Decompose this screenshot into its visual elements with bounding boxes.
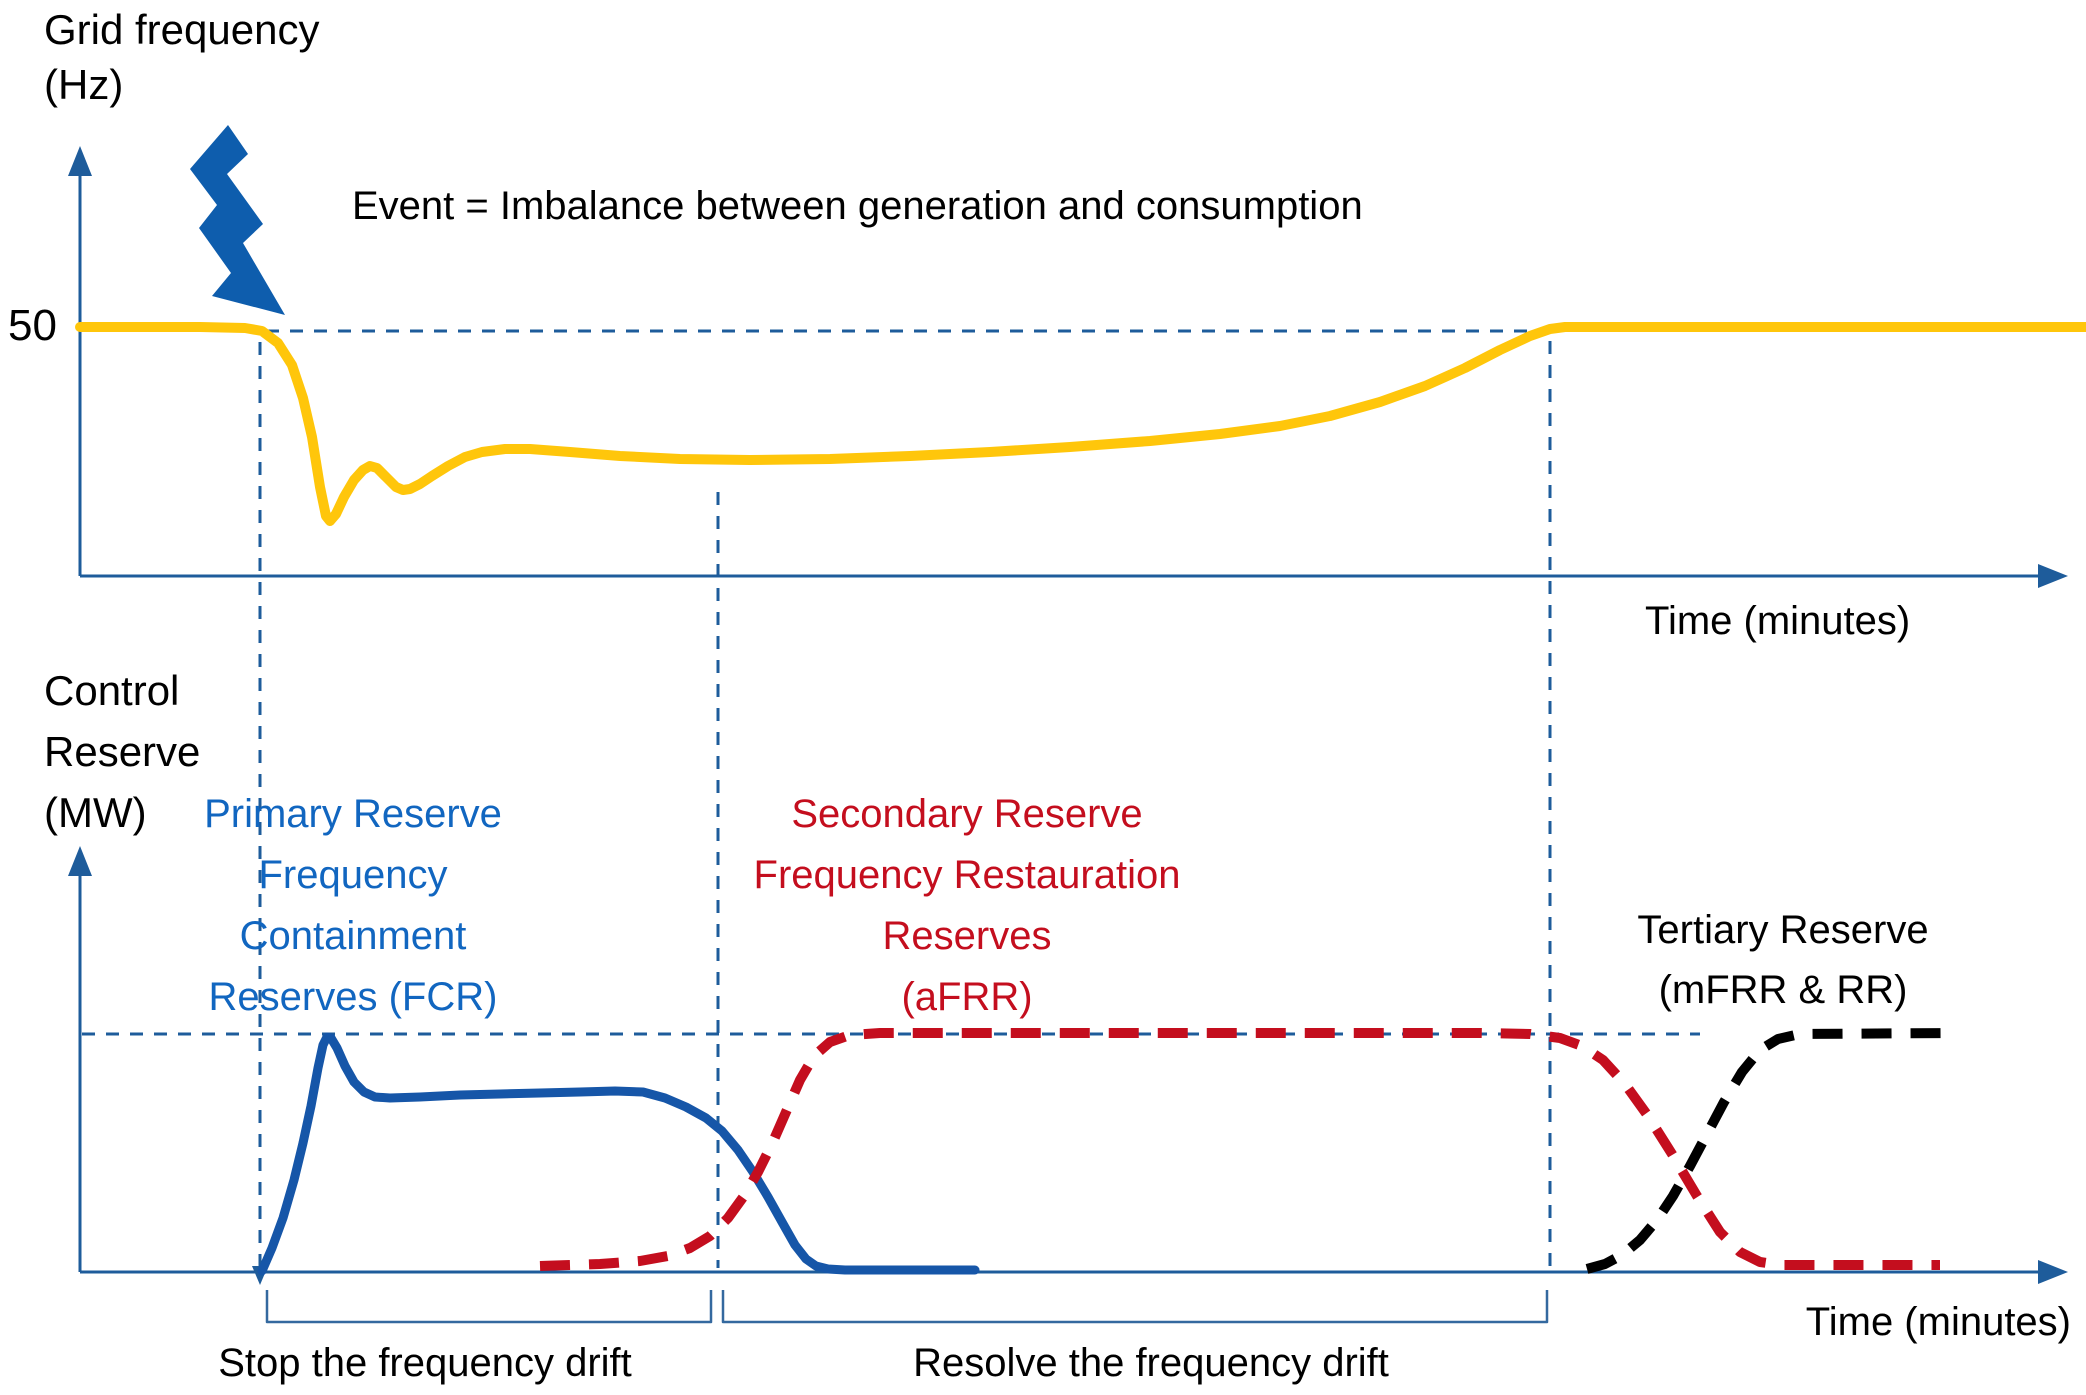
afrr-label-line1: Secondary Reserve (791, 792, 1143, 836)
fcr-curve (257, 1032, 980, 1276)
bottom-y-axis-arrowhead (68, 846, 92, 876)
fcr-label-line1: Primary Reserve (204, 792, 502, 836)
tertiary-label-line2: (mFRR & RR) (1658, 968, 1908, 1012)
tertiary-label: Tertiary Reserve (mFRR & RR) (1580, 900, 1986, 1020)
resolve-drift-label: Resolve the frequency drift (913, 1341, 1389, 1385)
bottom-ylabel-line1: Control (44, 667, 180, 714)
top-chart-title-line1: Grid frequency (44, 6, 320, 53)
top-time-axis-label: Time (minutes) (1645, 599, 1911, 643)
bracket-stop-drift (265, 1290, 713, 1324)
bottom-ylabel-line2: Reserve (44, 728, 201, 775)
top-x-axis-arrowhead (2038, 564, 2068, 588)
bottom-time-axis-label: Time (minutes) (1805, 1300, 2071, 1344)
fcr-label-line2: Frequency (258, 853, 448, 897)
lightning-bolt-icon (190, 125, 285, 315)
stop-drift-label: Stop the frequency drift (218, 1341, 632, 1385)
afrr-curve (539, 1028, 1940, 1271)
y-tick-50: 50 (8, 301, 57, 350)
fcr-label: Primary Reserve Frequency Containment Re… (195, 784, 511, 1028)
fcr-label-line3: Containment (239, 914, 467, 958)
afrr-label-line4: (aFRR) (901, 975, 1033, 1019)
bottom-x-axis-arrowhead (2038, 1260, 2068, 1284)
bottom-ylabel-line3: (MW) (44, 789, 147, 836)
fcr-label-line4: Reserves (FCR) (208, 975, 498, 1019)
event-label: Event = Imbalance between generation and… (352, 184, 1363, 228)
frequency-curve (75, 322, 2086, 526)
tertiary-label-line1: Tertiary Reserve (1637, 908, 1929, 952)
top-chart-title-line2: (Hz) (44, 61, 124, 108)
bottom-chart-ylabel: Control Reserve (MW) (44, 660, 200, 843)
afrr-label-line3: Reserves (882, 914, 1052, 958)
top-chart-title: Grid frequency (Hz) (44, 2, 319, 112)
top-y-axis-arrowhead (68, 146, 92, 176)
afrr-label: Secondary Reserve Frequency Restauration… (727, 784, 1207, 1028)
bracket-resolve-drift (721, 1290, 1549, 1324)
afrr-label-line2: Frequency Restauration (753, 853, 1181, 897)
tertiary-curve (1585, 1028, 1951, 1274)
